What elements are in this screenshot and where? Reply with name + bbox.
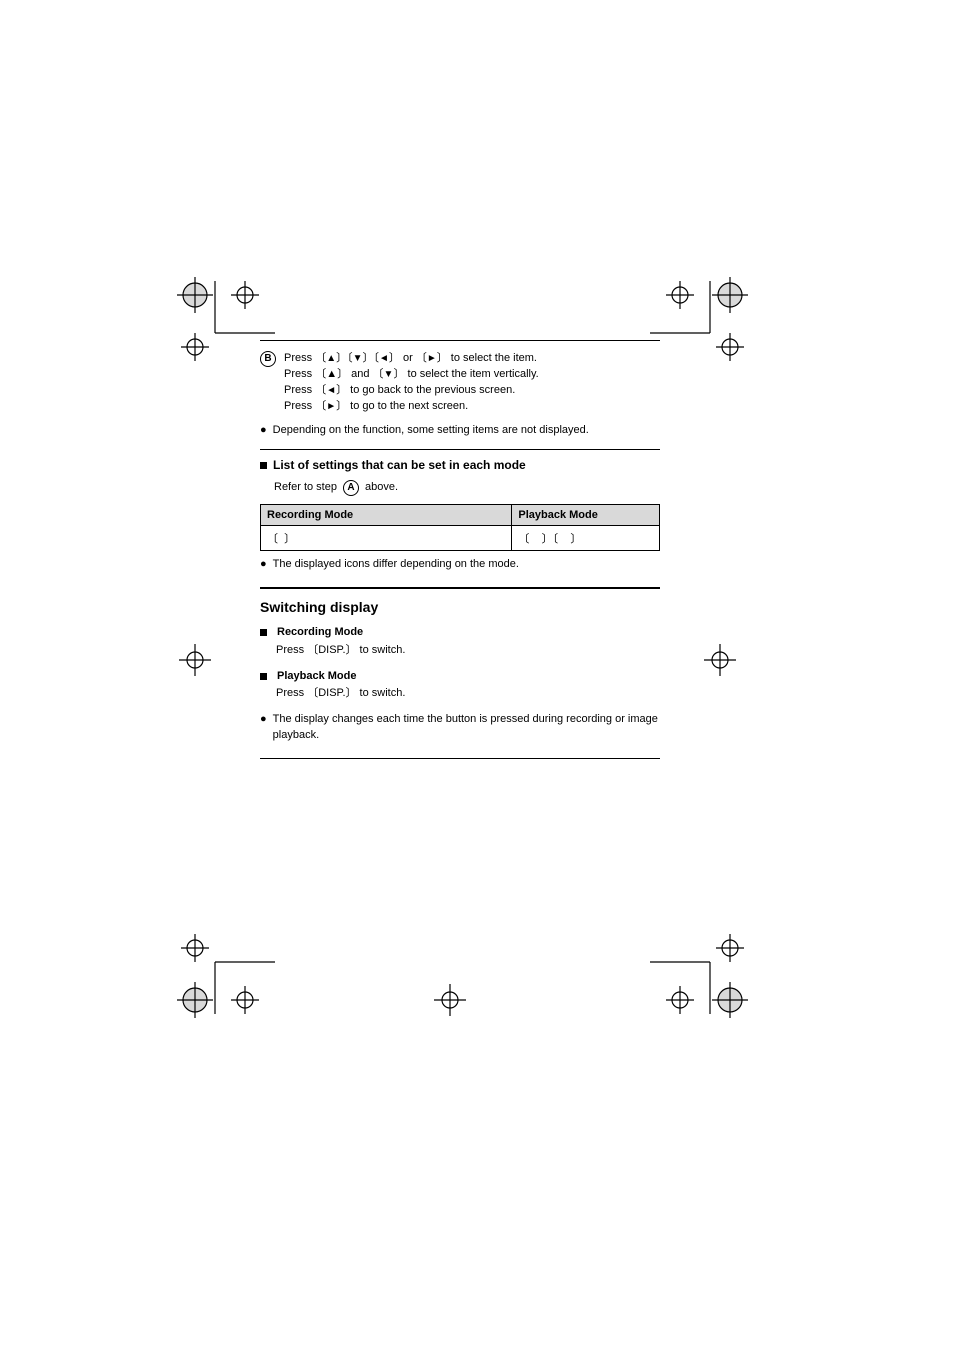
step-a-row: Refer to step A above. <box>274 480 660 496</box>
reg-mark-bottom-right <box>640 930 750 1020</box>
table-row: 〔 〕 〔 〕〔 〕 <box>261 525 660 550</box>
reg-mark-mid-right <box>700 640 740 680</box>
sub-item-body: Press 〔DISP.〕 to switch. <box>276 643 660 659</box>
bullet-icon: ● <box>260 557 267 573</box>
table-header-playback: Playback Mode <box>512 504 660 525</box>
page-content: B Press 〔▲〕〔▼〕〔◄〕 or 〔►〕 to select the i… <box>260 340 660 759</box>
below-table-note: ● The displayed icons differ depending o… <box>260 557 660 573</box>
step-b-line1: Press 〔▲〕〔▼〕〔◄〕 or 〔►〕 to select the ite… <box>284 351 539 367</box>
section-title: Switching display <box>260 599 660 615</box>
step-b-line4: Press 〔►〕 to go to the next screen. <box>284 399 539 415</box>
step-b-block: B Press 〔▲〕〔▼〕〔◄〕 or 〔►〕 to select the i… <box>260 351 660 415</box>
square-bullet-icon <box>260 673 267 680</box>
step-marker-b: B <box>260 351 276 367</box>
reg-mark-mid-left <box>175 640 215 680</box>
square-bullet-icon <box>260 462 267 469</box>
section-note: ● The display changes each time the butt… <box>260 712 660 744</box>
bullet-icon: ● <box>260 712 267 744</box>
step-b-line2: Press 〔▲〕 and 〔▼〕 to select the item ver… <box>284 367 539 383</box>
step-marker-a: A <box>343 480 359 496</box>
bottom-rule <box>260 758 660 759</box>
sub-item-recording: Recording Mode Press 〔DISP.〕 to switch. <box>260 625 660 659</box>
table-cell-playback: 〔 〕〔 〕 <box>512 525 660 550</box>
sub-item-head-label: Recording Mode <box>277 625 363 641</box>
divider-thick <box>260 587 660 589</box>
table-header-recording: Recording Mode <box>261 504 512 525</box>
mode-table: Recording Mode Playback Mode 〔 〕 〔 〕〔 〕 <box>260 504 660 551</box>
divider-1 <box>260 449 660 450</box>
sub-item-head-label: Playback Mode <box>277 669 356 685</box>
bullet-icon: ● <box>260 423 267 439</box>
reg-mark-bottom-center <box>430 980 470 1020</box>
list-heading: List of settings that can be set in each… <box>260 458 660 472</box>
top-rule <box>260 340 660 341</box>
reg-mark-bottom-left <box>175 930 285 1020</box>
sub-item-playback: Playback Mode Press 〔DISP.〕 to switch. <box>260 669 660 703</box>
step-b-line3: Press 〔◄〕 to go back to the previous scr… <box>284 383 539 399</box>
table-cell-recording: 〔 〕 <box>261 525 512 550</box>
square-bullet-icon <box>260 629 267 636</box>
note-1: ● Depending on the function, some settin… <box>260 423 660 439</box>
sub-item-body: Press 〔DISP.〕 to switch. <box>276 686 660 702</box>
